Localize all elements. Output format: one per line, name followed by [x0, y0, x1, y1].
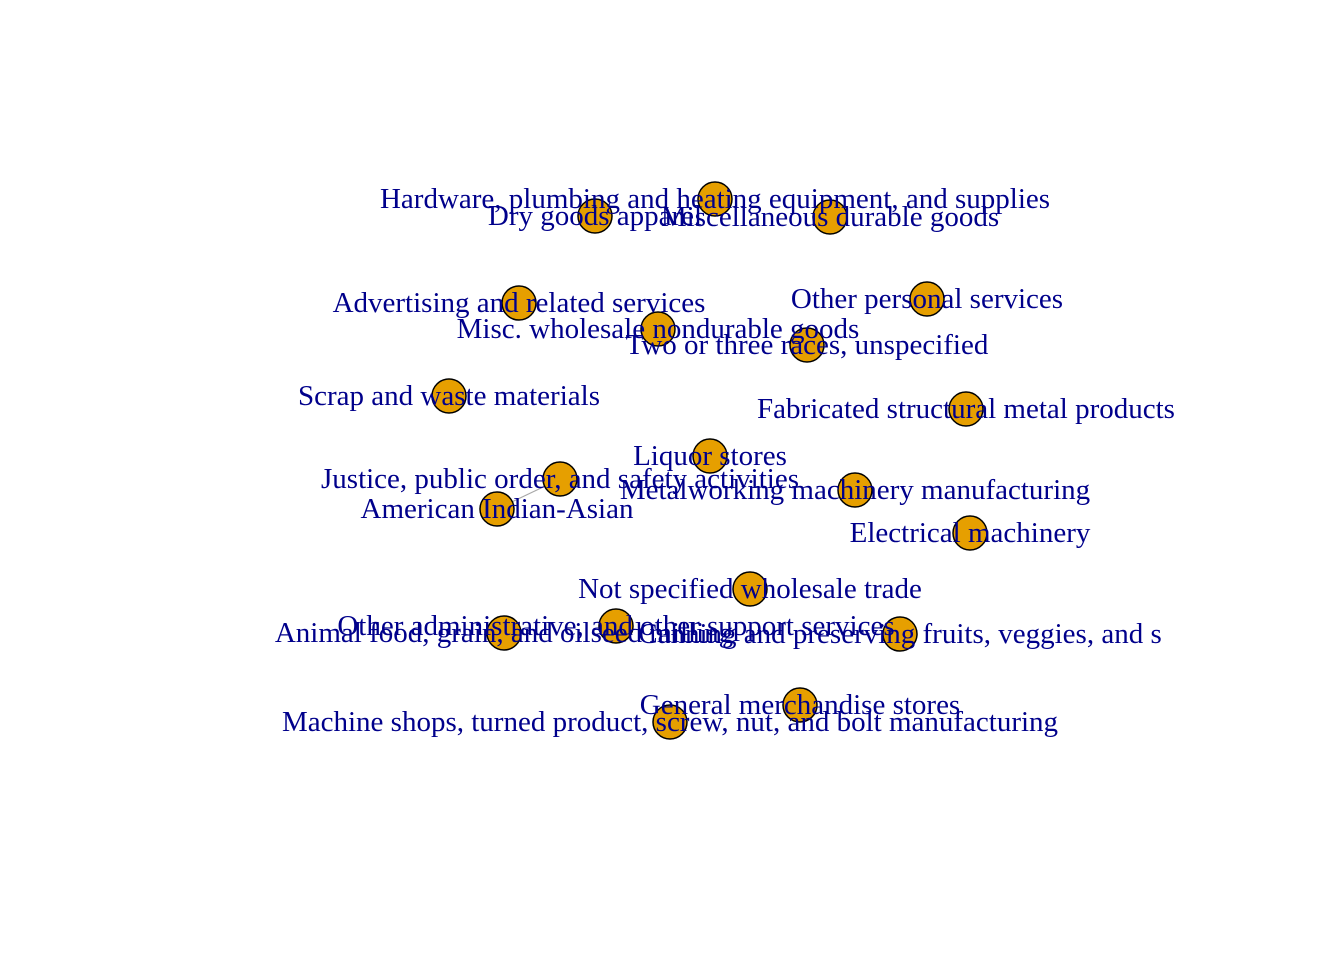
- node-label-fabricated: Fabricated structural metal products: [757, 393, 1175, 425]
- node-label-hardware: Hardware, plumbing and heating equipment…: [380, 183, 1050, 215]
- node-two-three-races[interactable]: [789, 327, 825, 363]
- node-label-american-indian: American Indian-Asian: [361, 493, 634, 525]
- node-not-specified-wholesale[interactable]: [732, 571, 768, 607]
- node-label-machine-shops: Machine shops, turned product, screw, nu…: [282, 706, 1058, 738]
- node-label-electrical: Electrical machinery: [850, 517, 1091, 549]
- node-metalworking[interactable]: [837, 472, 873, 508]
- node-label-general-merch: General merchandise stores: [640, 689, 960, 721]
- node-other-admin[interactable]: [598, 608, 634, 644]
- node-label-advertising: Advertising and related services: [333, 287, 706, 319]
- node-machine-shops[interactable]: [652, 704, 688, 740]
- node-label-liquor: Liquor stores: [633, 440, 787, 472]
- node-label-two-three-races: Two or three races, unspecified: [626, 329, 989, 361]
- node-misc-durable[interactable]: [812, 199, 848, 235]
- node-label-justice: Justice, public order, and safety activi…: [321, 463, 799, 495]
- node-label-misc-durable: Miscellaneous durable goods: [661, 201, 999, 233]
- node-label-metalworking: Metalworking machinery manufacturing: [620, 474, 1090, 506]
- node-label-animal-food: Animal food, grain, and oilseed milling: [275, 617, 733, 649]
- node-liquor[interactable]: [692, 438, 728, 474]
- node-scrap[interactable]: [431, 378, 467, 414]
- nodes-layer: [431, 181, 988, 740]
- node-american-indian[interactable]: [479, 491, 515, 527]
- node-label-misc-nondurable: Misc. wholesale nondurable goods: [457, 313, 860, 345]
- node-label-not-specified-wholesale: Not specified wholesale trade: [578, 573, 922, 605]
- node-other-personal[interactable]: [909, 281, 945, 317]
- node-general-merch[interactable]: [782, 687, 818, 723]
- node-electrical[interactable]: [952, 515, 988, 551]
- node-label-other-admin: Other administrative, and other support …: [337, 610, 894, 642]
- node-animal-food[interactable]: [486, 615, 522, 651]
- node-canning[interactable]: [882, 616, 918, 652]
- node-misc-nondurable[interactable]: [640, 311, 676, 347]
- node-hardware[interactable]: [697, 181, 733, 217]
- node-label-other-personal: Other personal services: [791, 283, 1063, 315]
- node-advertising[interactable]: [501, 285, 537, 321]
- node-justice[interactable]: [542, 461, 578, 497]
- node-label-dry-goods: Dry goods apparel: [488, 200, 702, 232]
- node-label-scrap: Scrap and waste materials: [298, 380, 600, 412]
- node-label-canning: Canning and preserving fruits, veggies, …: [638, 618, 1162, 650]
- labels-layer: Hardware, plumbing and heating equipment…: [275, 183, 1175, 738]
- node-dry-goods[interactable]: [577, 198, 613, 234]
- node-fabricated[interactable]: [948, 391, 984, 427]
